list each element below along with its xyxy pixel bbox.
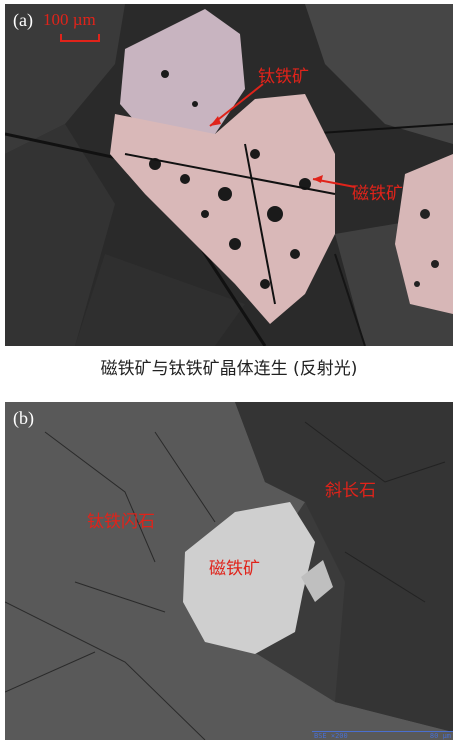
label-ilmenite-hornblende: 钛铁闪石 — [87, 512, 155, 532]
caption-a: 磁铁矿与钛铁矿晶体连生 (反射光) — [100, 359, 358, 379]
label-magnetite-b: 磁铁矿 — [209, 559, 260, 579]
label-magnetite: 磁铁矿 — [352, 184, 403, 204]
micrograph-b: (b) 钛铁闪石 斜长石 磁铁矿 BSE ×200 80 µm — [5, 402, 453, 740]
instrument-scale-right: 80 µm — [429, 732, 451, 740]
micrograph-a: (a) 100 µm 钛铁矿 磁铁矿 — [5, 4, 453, 346]
label-plagioclase: 斜长石 — [325, 481, 376, 501]
label-ilmenite: 钛铁矿 — [258, 67, 309, 87]
instrument-scale-bar: BSE ×200 80 µm — [312, 731, 453, 740]
micrograph-a-image — [5, 4, 453, 346]
panel-label-a: (a) — [13, 10, 33, 30]
scale-bar — [60, 34, 100, 42]
scale-bar-text: 100 µm — [43, 10, 96, 29]
panel-label-b: (b) — [13, 408, 34, 428]
instrument-scale-left: BSE ×200 — [314, 732, 348, 740]
micrograph-b-image — [5, 402, 453, 740]
